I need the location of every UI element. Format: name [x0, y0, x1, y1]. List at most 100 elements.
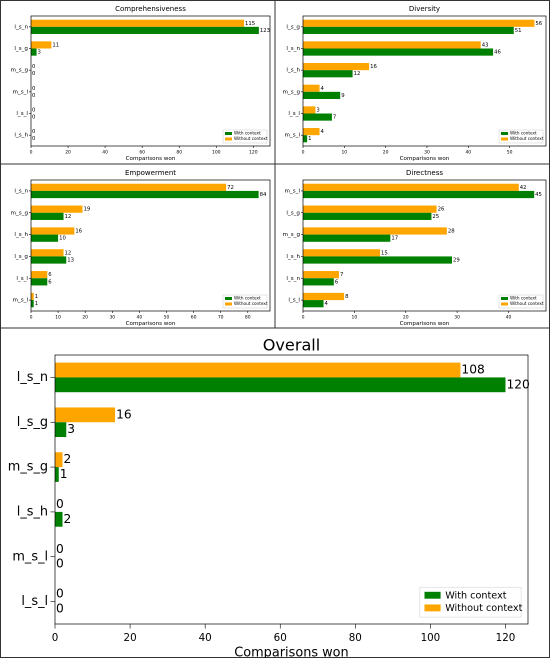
value-label: 84 [260, 192, 267, 198]
chart-title: Overall [263, 335, 321, 354]
value-label: 0 [32, 93, 36, 99]
value-label: 1 [35, 301, 38, 307]
legend-label: With context [234, 131, 261, 136]
value-label: 12 [65, 250, 72, 256]
bar [303, 183, 519, 191]
bar [31, 278, 48, 286]
bar [303, 128, 320, 136]
value-label: 4 [321, 129, 325, 135]
x-axis-label: Comparisons won [126, 321, 176, 327]
value-label: 16 [370, 64, 377, 70]
x-tick-label: 60 [191, 315, 197, 321]
legend-swatch [501, 137, 508, 141]
y-tick-label: m_s_l [12, 298, 28, 304]
y-tick-label: l_s_g [286, 210, 300, 216]
bar [55, 511, 63, 527]
x-tick-label: 30 [424, 150, 430, 156]
bar [303, 278, 334, 286]
bar [303, 227, 447, 235]
bar [31, 271, 48, 279]
value-label: 42 [520, 185, 527, 191]
value-label: 46 [494, 50, 501, 56]
x-axis-label: Comparisons won [234, 645, 348, 658]
legend-swatch [501, 132, 508, 135]
value-label: 0 [32, 107, 36, 113]
value-label: 8 [345, 294, 349, 300]
bar [303, 41, 481, 49]
x-tick-label: 50 [507, 150, 513, 156]
value-label: 12 [65, 214, 72, 220]
y-tick-label: l_s_g [286, 24, 300, 30]
y-tick-label: l_s_g [14, 46, 28, 52]
bar [303, 300, 324, 308]
value-label: 2 [64, 512, 72, 526]
y-tick-label: m_s_l [284, 133, 300, 139]
legend-swatch [501, 302, 508, 306]
y-tick-label: l_s_l [288, 111, 300, 117]
legend-label: Without context [445, 603, 522, 614]
value-label: 0 [56, 497, 64, 511]
legend-swatch [225, 297, 232, 300]
value-label: 72 [227, 185, 234, 191]
bar [55, 452, 63, 468]
value-label: 0 [56, 557, 64, 571]
chart-title: Diversity [409, 5, 440, 13]
x-tick-label: 0 [302, 150, 305, 156]
axes-frame [30, 179, 271, 312]
legend-label: Without context [234, 136, 268, 141]
y-tick-label: l_s_n [286, 276, 300, 282]
axes-frame [54, 354, 529, 625]
x-tick-label: 40 [137, 315, 143, 321]
value-label: 29 [453, 258, 460, 264]
bar [303, 190, 535, 199]
bar [31, 249, 64, 257]
bar [31, 41, 52, 49]
value-label: 7 [333, 115, 336, 121]
bar [55, 407, 116, 423]
y-tick-label: m_s_g [8, 460, 48, 475]
y-tick-label: l_s_h [14, 133, 28, 139]
x-tick-label: 20 [82, 315, 88, 321]
x-tick-label: 80 [245, 315, 251, 321]
bar [31, 190, 259, 199]
x-tick-label: 10 [352, 315, 358, 321]
value-label: 56 [535, 21, 542, 27]
value-label: 16 [75, 228, 82, 234]
x-tick-label: 0 [302, 315, 305, 321]
value-label: 0 [32, 64, 36, 70]
x-tick-label: 50 [164, 315, 170, 321]
bar [303, 212, 432, 220]
legend-swatch [424, 591, 441, 599]
y-tick-label: m_s_l [12, 89, 28, 95]
bar [303, 234, 391, 242]
legend-box [498, 294, 544, 309]
bar [31, 234, 59, 242]
y-tick-label: l_s_g [17, 415, 48, 430]
y-tick-label: l_s_n [286, 46, 300, 52]
value-label: 7 [340, 272, 343, 278]
value-label: 0 [32, 115, 36, 121]
bar [31, 183, 227, 191]
x-tick-label: 80 [349, 632, 362, 644]
bar [55, 422, 67, 438]
bar [31, 26, 259, 34]
legend-box [222, 129, 268, 144]
value-label: 10 [59, 236, 66, 242]
x-tick-label: 60 [139, 150, 145, 156]
legend-label: With context [234, 296, 261, 301]
value-label: 108 [461, 363, 484, 377]
x-axis-label: Comparisons won [400, 156, 450, 162]
bar [303, 70, 353, 78]
y-tick-label: m_s_g [10, 68, 28, 74]
value-label: 25 [432, 214, 439, 220]
legend-label: Without context [510, 136, 544, 141]
y-tick-label: l_s_n [17, 370, 48, 385]
value-label: 3 [67, 422, 75, 436]
x-tick-label: 30 [454, 315, 460, 321]
value-label: 6 [48, 279, 52, 285]
value-label: 1 [60, 467, 68, 481]
x-tick-label: 20 [403, 315, 409, 321]
legend-swatch [225, 302, 232, 306]
bar [31, 48, 37, 56]
legend-label: Without context [234, 301, 268, 306]
